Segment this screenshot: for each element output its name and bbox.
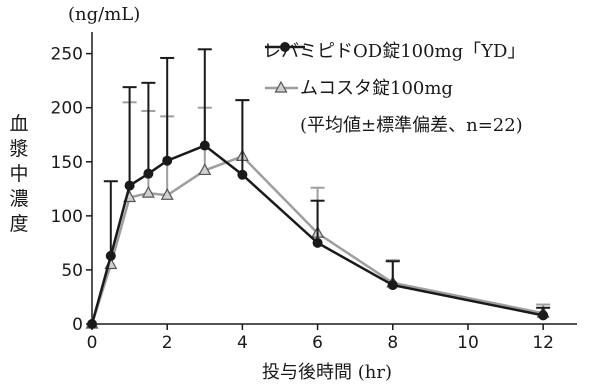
y-tick-label: 200 (51, 99, 83, 119)
legend-label-reference-product: ムコスタ錠100mg (300, 78, 453, 99)
y-tick-label: 100 (51, 207, 83, 227)
y-axis-unit: (ng/mL) (68, 4, 141, 25)
data-point (105, 250, 116, 261)
legend-note: (平均値±標準偏差、n=22) (300, 115, 523, 136)
x-tick-label: 12 (532, 333, 554, 353)
data-point (312, 237, 323, 248)
series-line (90, 144, 544, 325)
y-axis-label-char: 漿 (9, 138, 29, 160)
data-point (199, 140, 210, 151)
y-tick-label: 50 (61, 261, 83, 281)
chart-series-layer (85, 48, 551, 329)
data-point (538, 310, 549, 321)
y-tick-label: 0 (72, 315, 83, 335)
data-point (87, 319, 97, 329)
x-tick-label: 2 (162, 333, 173, 353)
legend-swatch-marker-test (280, 42, 290, 52)
data-point (124, 180, 135, 191)
data-point (198, 163, 212, 176)
y-axis-label-char: 濃 (9, 188, 29, 210)
y-axis-label: 血漿中濃度 (6, 112, 32, 237)
data-point (237, 169, 248, 180)
y-tick-label: 250 (51, 45, 83, 65)
y-axis-label-char: 血 (9, 113, 29, 135)
series-test-product (87, 48, 551, 329)
y-tick-label: 150 (51, 153, 83, 173)
x-tick-label: 0 (87, 333, 98, 353)
data-point (387, 280, 398, 291)
series-line (90, 154, 544, 325)
x-tick-label: 8 (387, 333, 398, 353)
x-tick-label: 6 (312, 333, 323, 353)
y-axis-label-char: 度 (9, 213, 29, 235)
chart-axes: 0 50 100 150 200 250 0 2 4 6 8 10 12 (51, 32, 577, 353)
y-axis-label-char: 中 (9, 163, 29, 185)
x-tick-label: 10 (457, 333, 479, 353)
legend-swatch-marker-reference (274, 80, 288, 93)
data-point (160, 188, 174, 200)
data-point (143, 168, 154, 179)
x-tick-label: 4 (237, 333, 248, 353)
x-axis-label: 投与後時間 (hr) (262, 362, 392, 383)
data-point (141, 185, 155, 198)
legend-label-test-product: レバミピドOD錠100mg「YD」 (263, 41, 526, 62)
data-point (162, 155, 173, 166)
chart-legend (265, 42, 305, 93)
